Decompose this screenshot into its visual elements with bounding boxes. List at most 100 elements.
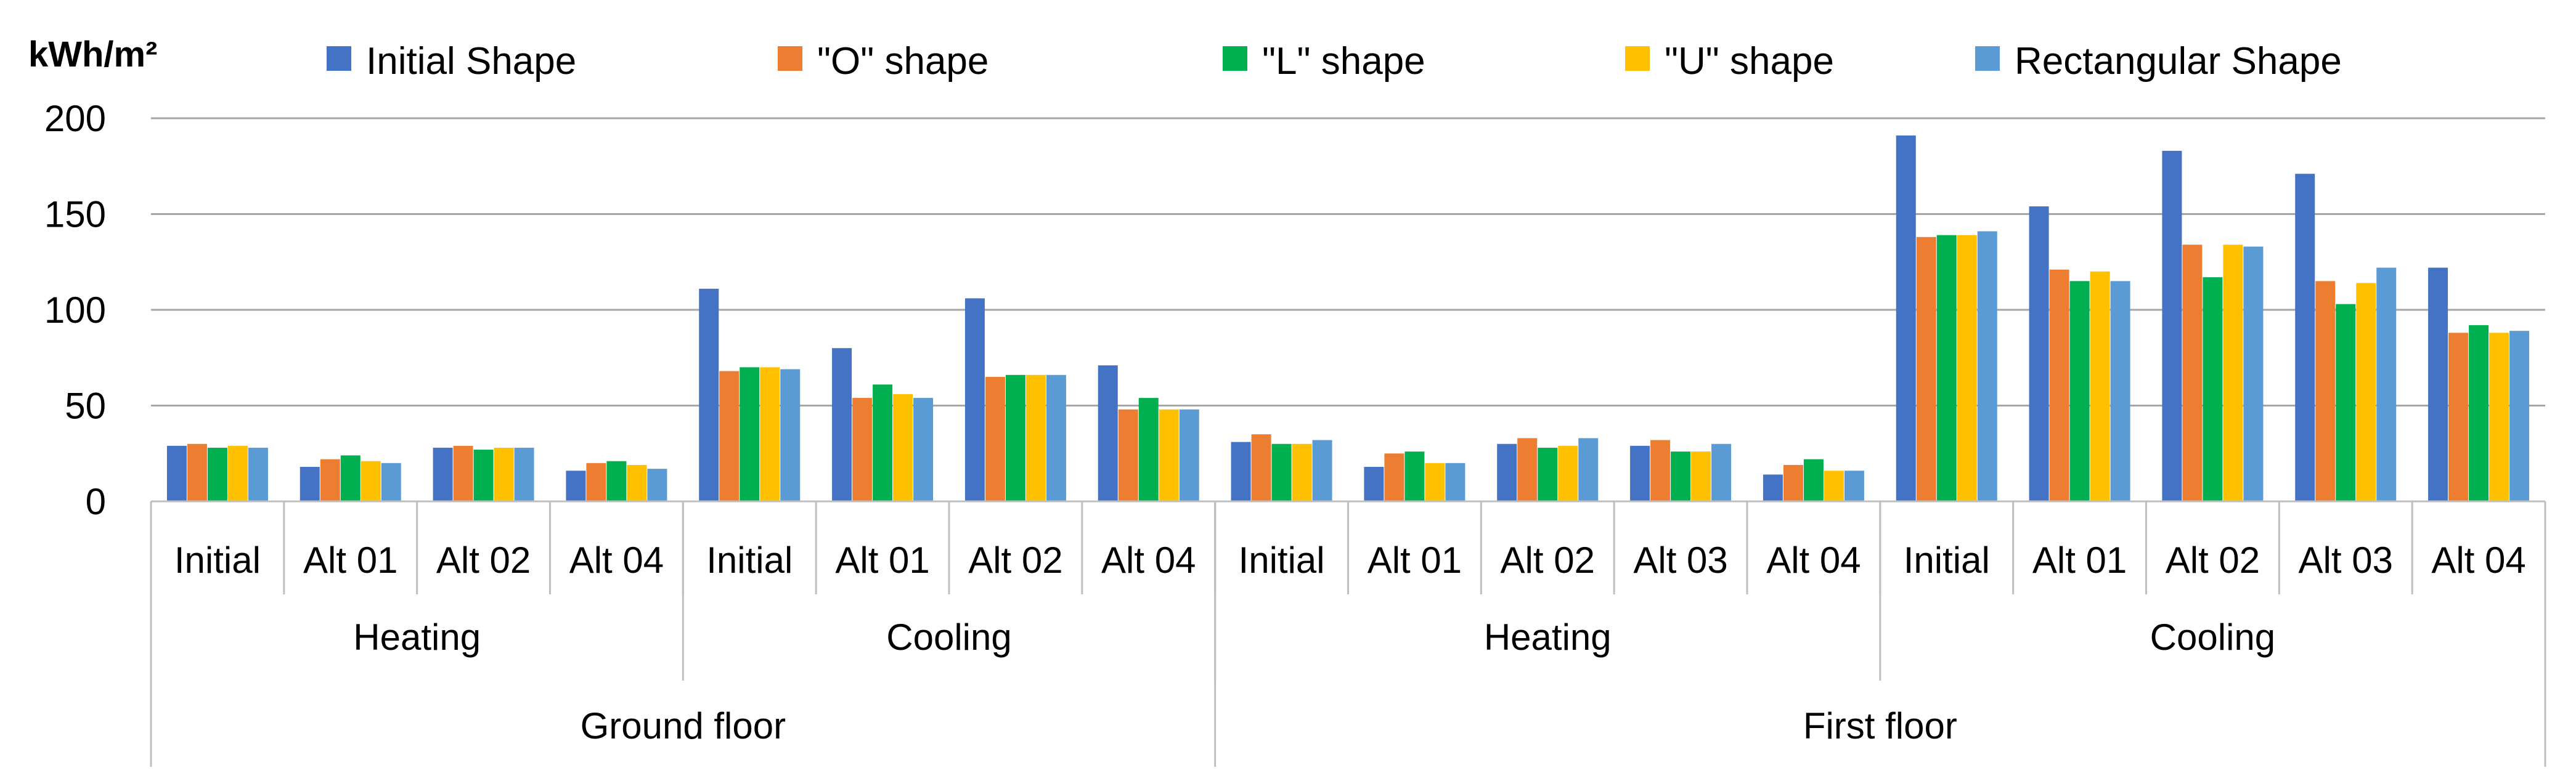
- bar: [1578, 438, 1599, 501]
- bar: [1384, 453, 1404, 501]
- bar: [1844, 471, 1864, 501]
- gridlines: [151, 117, 2545, 407]
- bar: [760, 367, 780, 501]
- bar: [2029, 206, 2049, 501]
- bar: [586, 463, 606, 501]
- bar: [1271, 443, 1292, 501]
- bar: [2428, 267, 2448, 501]
- bar: [1364, 467, 1384, 501]
- group-label: Heating: [1484, 617, 1612, 658]
- x-tick-label: Alt 02: [968, 540, 1062, 581]
- legend: Initial Shape "O" shape "L" shape "U" shape…: [327, 40, 2342, 83]
- bar: [1977, 231, 1997, 501]
- x-tick-label: Alt 02: [436, 540, 531, 581]
- bar: [1138, 398, 1159, 501]
- bar: [1517, 438, 1538, 501]
- bar: [852, 398, 873, 501]
- bar: [2110, 281, 2130, 501]
- bar: [647, 469, 667, 501]
- legend-label: "U" shape: [1665, 40, 1834, 83]
- bar: [1763, 474, 1783, 501]
- x-tick-label: Alt 01: [835, 540, 929, 581]
- x-tick-label: Alt 01: [1367, 540, 1462, 581]
- bar: [893, 394, 913, 501]
- bar: [187, 443, 207, 501]
- bar: [1896, 135, 1916, 502]
- bar: [566, 471, 586, 501]
- bar: [248, 447, 268, 501]
- legend-label: "L" shape: [1262, 40, 1425, 83]
- x-tick-label: Alt 02: [1501, 540, 1595, 581]
- bar: [2376, 267, 2397, 501]
- bar: [1005, 374, 1025, 501]
- group-label: Cooling: [2150, 617, 2275, 658]
- y-tick-label: 0: [86, 481, 106, 522]
- y-axis-unit-label: kWh/m²: [28, 34, 157, 75]
- bar: [2049, 269, 2069, 501]
- bar: [473, 450, 494, 501]
- bar: [2223, 245, 2243, 501]
- x-tick-label: Alt 03: [1633, 540, 1727, 581]
- bar: [1025, 374, 1046, 501]
- bar: [913, 398, 934, 501]
- bar: [1098, 365, 1118, 501]
- y-tick-label: 50: [65, 386, 106, 427]
- floor-label: First floor: [1803, 705, 1957, 747]
- bar: [1445, 463, 1465, 501]
- bar: [606, 461, 627, 501]
- bar: [2162, 150, 2182, 501]
- bar: [2295, 174, 2315, 501]
- bar: [361, 461, 381, 501]
- bar: [1251, 434, 1271, 501]
- bar: [964, 298, 985, 501]
- bar: [1231, 442, 1251, 501]
- bar: [166, 445, 187, 501]
- bar: [1538, 447, 1558, 501]
- bar: [832, 348, 852, 501]
- bar: [1936, 235, 1957, 501]
- bar: [1824, 471, 1844, 501]
- bar: [320, 459, 340, 501]
- bar: [1046, 374, 1066, 501]
- bar: [1650, 440, 1671, 501]
- bar: [1916, 237, 1936, 501]
- legend-swatch: [1625, 46, 1650, 71]
- x-tick-label: Initial: [174, 540, 261, 581]
- bar: [1118, 409, 1138, 501]
- axes: [150, 500, 2546, 767]
- x-tick-label: Initial: [1239, 540, 1325, 581]
- legend-label: Initial Shape: [366, 40, 576, 83]
- bar: [514, 447, 534, 501]
- legend-swatch: [327, 46, 351, 71]
- group-label: Cooling: [886, 617, 1011, 658]
- x-tick-label: Alt 04: [1766, 540, 1861, 581]
- bar: [2182, 245, 2203, 501]
- bar: [1404, 451, 1425, 501]
- x-tick-label: Alt 03: [2299, 540, 2393, 581]
- bar: [2090, 271, 2110, 501]
- floor-label: Ground floor: [581, 705, 786, 747]
- x-tick-label: Alt 01: [303, 540, 397, 581]
- bar: [2469, 325, 2489, 501]
- bar: [1630, 445, 1650, 501]
- legend-swatch: [1223, 46, 1247, 71]
- bars: [166, 135, 2530, 502]
- bar: [740, 367, 760, 501]
- bar: [699, 288, 719, 501]
- bar: [627, 464, 647, 501]
- bar: [1425, 463, 1445, 501]
- x-tick-label: Alt 02: [2166, 540, 2260, 581]
- bar: [873, 384, 893, 501]
- bar: [1312, 440, 1332, 501]
- y-tick-label: 200: [44, 98, 106, 139]
- bar: [2489, 333, 2509, 501]
- bar: [300, 467, 320, 501]
- bar: [1497, 443, 1517, 501]
- bar: [227, 445, 248, 501]
- x-tick-label: Alt 04: [569, 540, 664, 581]
- bar: [2069, 281, 2090, 501]
- x-tick-label: Initial: [1904, 540, 1990, 581]
- bar: [1803, 459, 1824, 501]
- bar: [2243, 246, 2264, 501]
